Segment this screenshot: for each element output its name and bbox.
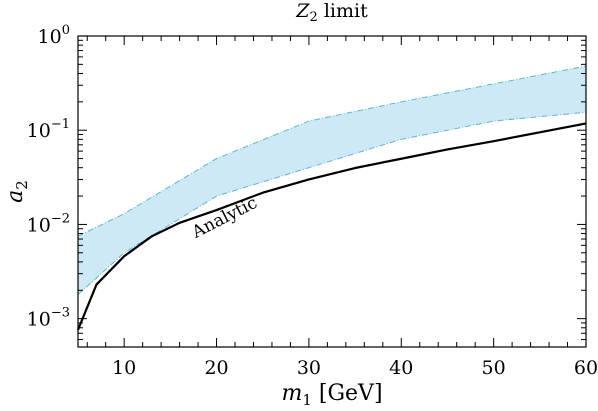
chart-title: Z2 limit (295, 0, 368, 25)
x-axis-label: m1 [GeV] (281, 381, 382, 409)
x-tick-label: 30 (297, 357, 321, 379)
y-axis-label: a2 (3, 180, 31, 203)
y-tick-label: 100 (38, 23, 70, 48)
y-tick-label: 10−1 (27, 117, 70, 142)
uncertainty-band (78, 66, 586, 295)
y-tick-label: 10−3 (27, 306, 70, 331)
y-tick-label: 10−2 (27, 211, 70, 236)
tick-labels: 10 20 30 40 50 60 10−3 10−2 10−1 100 (27, 23, 598, 379)
x-tick-label: 60 (574, 357, 598, 379)
x-tick-label: 40 (389, 357, 413, 379)
x-tick-label: 20 (204, 357, 228, 379)
band-fill (78, 66, 586, 295)
x-tick-label: 50 (482, 357, 506, 379)
x-tick-label: 10 (112, 357, 136, 379)
